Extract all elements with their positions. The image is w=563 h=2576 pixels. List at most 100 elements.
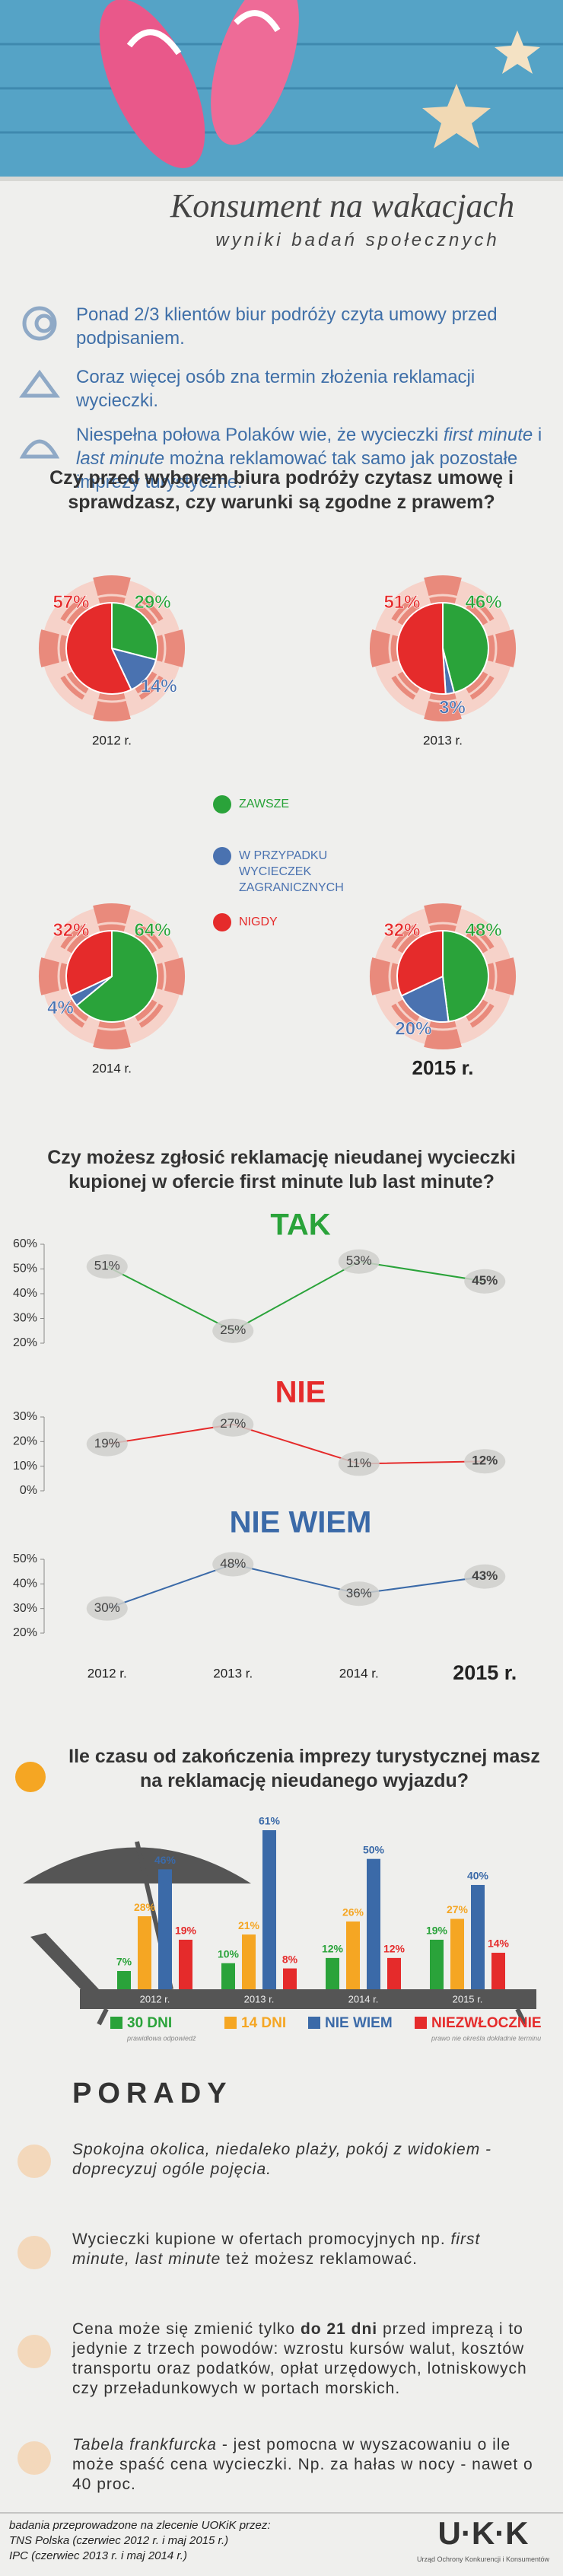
pie-label: 3% <box>439 697 466 718</box>
tip: Wycieczki kupione w ofertach promocyjnyc… <box>72 2230 540 2269</box>
point-label: 30% <box>94 1600 120 1615</box>
legend-swatch <box>213 913 231 931</box>
x-tick-label: 2013 r. <box>244 1993 275 2004</box>
legend-label: ZAWSZE <box>239 798 290 810</box>
legend-swatch <box>224 2017 237 2029</box>
pie-year: 2012 r. <box>92 733 132 747</box>
y-tick-label: 30% <box>13 1602 37 1615</box>
x-tick-label: 2015 r. <box>453 1661 517 1684</box>
bar <box>158 1869 172 1989</box>
panel-title: TAK <box>270 1208 330 1242</box>
point-marker <box>338 1581 380 1606</box>
bar <box>221 1963 235 1989</box>
bar-label: 46% <box>154 1854 177 1866</box>
bar <box>471 1884 485 1989</box>
bar-label: 27% <box>447 1903 469 1915</box>
bar-label: 12% <box>383 1943 406 1955</box>
starfish <box>495 30 540 74</box>
y-tick-label: 40% <box>13 1578 37 1590</box>
pie-slice <box>110 647 157 691</box>
pie-label: 32% <box>52 920 89 941</box>
bar <box>491 1953 505 1989</box>
bar-label: 50% <box>363 1843 385 1855</box>
pie-label: 29% <box>135 592 171 613</box>
shell-icons <box>19 306 60 459</box>
text-run: i <box>533 425 542 445</box>
point-label: 43% <box>472 1568 498 1583</box>
y-tick-label: 30% <box>13 1312 37 1325</box>
bar <box>450 1918 464 1989</box>
x-tick-label: 2014 r. <box>339 1666 379 1680</box>
subtitle: wyniki badań społecznych <box>215 230 500 250</box>
legend-label: 30 DNI <box>127 2015 172 2031</box>
point-marker <box>464 1449 506 1474</box>
legend-swatch <box>213 847 231 865</box>
text-run: Wycieczki kupione w ofertach promocyjnyc… <box>72 2231 451 2248</box>
legend-label: 14 DNI <box>241 2015 286 2031</box>
strap <box>234 10 281 33</box>
logo-caption: Urząd Ochrony Konkurencji i Konsumentów <box>416 2555 550 2563</box>
text-run: Tabela frankfurcka <box>72 2436 217 2453</box>
text-run: przed imprezą i to jedynie z trzech powo… <box>72 2320 527 2397</box>
pie-slice <box>442 601 489 694</box>
point-marker <box>212 1412 254 1437</box>
panel-title: NIE WIEM <box>230 1506 372 1540</box>
bar <box>430 1939 444 1989</box>
text-run: Cena może się zmienić tylko <box>72 2320 301 2338</box>
flip-flop <box>99 0 205 168</box>
tips-title: PORADY <box>72 2078 233 2110</box>
legend-swatch <box>308 2017 320 2029</box>
pie-slice <box>442 929 490 1023</box>
tip: Cena może się zmienić tylko do 21 dni pr… <box>72 2320 540 2399</box>
pie-label: 32% <box>383 920 420 941</box>
text-run: - jest pomocna w wyszacowaniu o ile może… <box>72 2436 533 2493</box>
bar-label: 14% <box>488 1938 510 1950</box>
logo: U·K·K <box>437 2515 529 2551</box>
point-label: 51% <box>94 1259 120 1273</box>
text-run: też możesz reklamować. <box>221 2250 418 2268</box>
legend-note: prawidłowa odpowiedź <box>126 2034 196 2042</box>
x-tick-label: 2012 r. <box>140 1993 170 2004</box>
point-marker <box>86 1596 128 1621</box>
y-tick-label: 30% <box>13 1410 37 1423</box>
point-label: 19% <box>94 1436 120 1450</box>
bar-label: 7% <box>116 1956 132 1968</box>
bar-label: 12% <box>322 1943 344 1955</box>
question: Ile czasu od zakończenia imprezy turysty… <box>68 1746 540 1791</box>
bar-label: 10% <box>218 1947 240 1960</box>
point-marker <box>212 1552 254 1577</box>
footer-line: badania przeprowadzone na zlecenie UOKiK… <box>9 2519 271 2532</box>
bar <box>283 1968 297 1989</box>
y-tick-label: 50% <box>13 1263 37 1275</box>
bar-label: 8% <box>282 1953 298 1965</box>
pie-label: 20% <box>395 1018 431 1039</box>
text-run: do 21 dni <box>300 2320 378 2338</box>
pie-label: 51% <box>383 592 420 613</box>
rose-ring <box>388 922 498 1031</box>
title: Konsument na wakacjach <box>170 187 515 224</box>
bar <box>367 1858 380 1989</box>
pie-label: 14% <box>141 676 177 696</box>
point-marker <box>86 1254 128 1279</box>
y-tick-label: 0% <box>20 1484 37 1497</box>
strap <box>126 29 182 56</box>
pie-slice <box>400 975 450 1023</box>
text-run: Niespełna połowa Polaków wie, że wyciecz… <box>76 425 444 445</box>
panel-title: NIE <box>275 1376 326 1409</box>
tip-icons <box>17 2145 51 2475</box>
text-run: Ponad 2/3 klientów biur podróży czyta um… <box>76 304 498 349</box>
x-tick-label: 2013 r. <box>213 1666 253 1680</box>
footer-line: IPC (czerwiec 2013 r. i maj 2014 r.) <box>9 2549 187 2562</box>
point-label: 36% <box>346 1586 372 1600</box>
point-label: 25% <box>220 1323 246 1337</box>
pie-label: 57% <box>52 592 89 613</box>
series-line <box>107 1423 485 1465</box>
series-line <box>107 1260 485 1332</box>
pie-year: 2015 r. <box>412 1056 474 1079</box>
legend-swatch <box>415 2017 427 2029</box>
point-label: 27% <box>220 1416 246 1431</box>
legend-note: prawo nie określa dokładnie terminu <box>431 2034 541 2042</box>
x-tick-label: 2015 r. <box>453 1993 483 2004</box>
legend-swatch <box>213 795 231 814</box>
